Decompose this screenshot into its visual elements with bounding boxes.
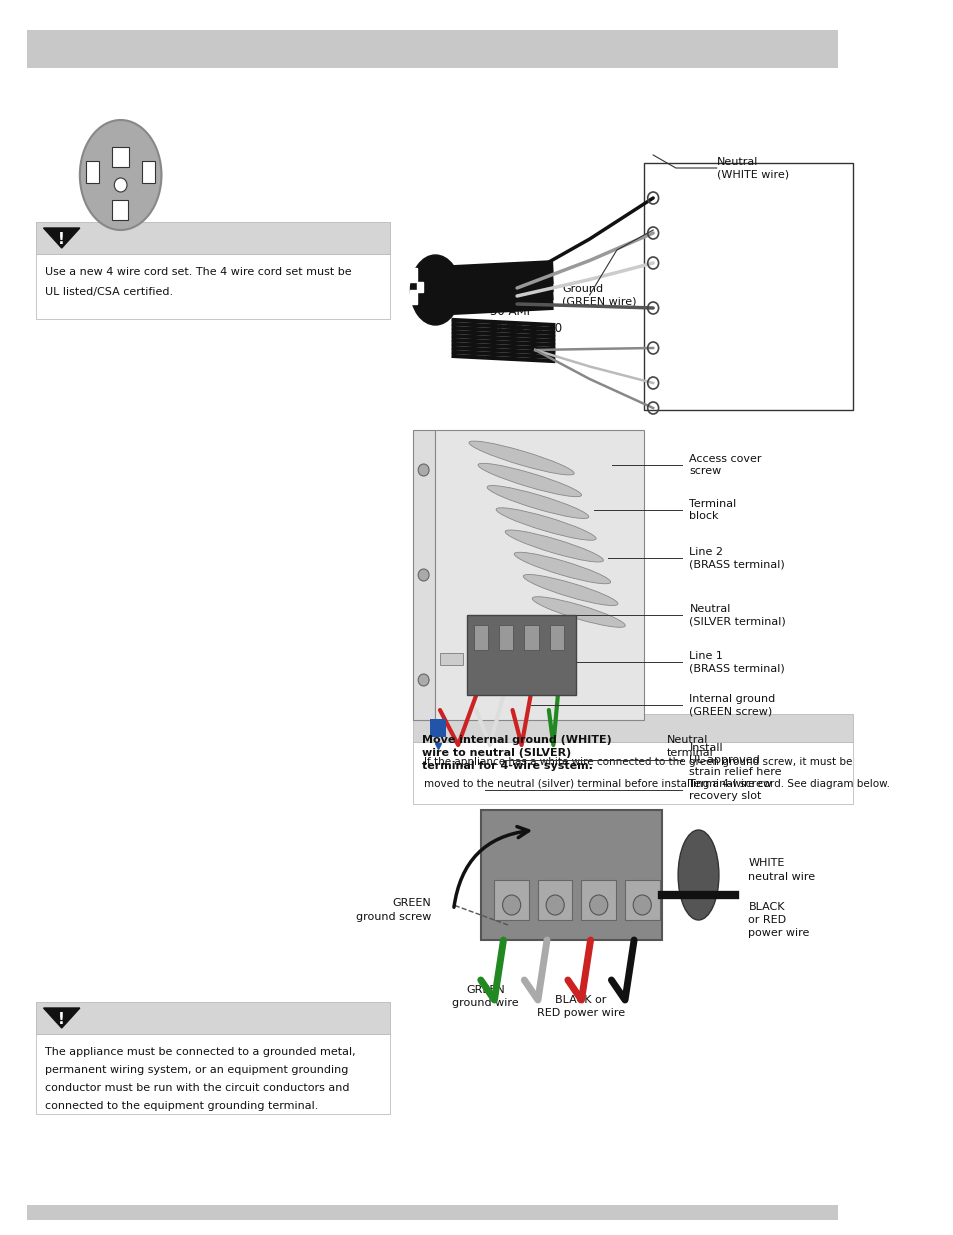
Bar bbox=[413, 742, 852, 804]
Text: moved to the neutral (silver) terminal before installing a 4-wire cord. See diag: moved to the neutral (silver) terminal b… bbox=[423, 779, 889, 789]
Text: Line 2
(BRASS terminal): Line 2 (BRASS terminal) bbox=[689, 547, 784, 569]
Text: 30 AMP
NEMA 14-30: 30 AMP NEMA 14-30 bbox=[489, 305, 561, 335]
Ellipse shape bbox=[522, 574, 618, 605]
Bar bbox=[467, 615, 576, 695]
Bar bbox=[36, 254, 390, 319]
Text: !: ! bbox=[58, 232, 65, 247]
Text: Move internal ground (WHITE)
wire to neutral (SILVER)
terminal for 4-wire system: Move internal ground (WHITE) wire to neu… bbox=[421, 735, 611, 772]
Text: Internal ground
(GREEN screw): Internal ground (GREEN screw) bbox=[689, 694, 775, 716]
Bar bbox=[112, 200, 128, 220]
Bar bbox=[624, 881, 659, 920]
Text: If the appliance has a white wire connected to the green ground screw, it must b: If the appliance has a white wire connec… bbox=[423, 757, 851, 767]
Circle shape bbox=[589, 895, 607, 915]
Text: Terminal
block: Terminal block bbox=[689, 499, 736, 521]
Ellipse shape bbox=[80, 120, 161, 230]
Text: Line 1
(BRASS terminal): Line 1 (BRASS terminal) bbox=[689, 651, 784, 673]
Bar bbox=[435, 430, 643, 720]
Text: !: ! bbox=[58, 1013, 65, 1028]
Bar bbox=[473, 625, 488, 650]
Circle shape bbox=[114, 178, 127, 191]
Ellipse shape bbox=[487, 485, 588, 519]
Bar bbox=[410, 290, 416, 304]
Circle shape bbox=[417, 674, 429, 685]
Text: UL listed/CSA certified.: UL listed/CSA certified. bbox=[46, 287, 173, 296]
Ellipse shape bbox=[532, 597, 624, 627]
Bar bbox=[413, 430, 435, 720]
Bar bbox=[36, 1002, 390, 1034]
Text: BLACK or
RED power wire: BLACK or RED power wire bbox=[536, 995, 624, 1018]
Bar bbox=[410, 268, 416, 282]
Ellipse shape bbox=[469, 441, 574, 475]
Polygon shape bbox=[44, 1008, 80, 1028]
Text: connected to the equipment grounding terminal.: connected to the equipment grounding ter… bbox=[46, 1100, 318, 1112]
Bar bbox=[413, 714, 852, 742]
Ellipse shape bbox=[477, 463, 581, 496]
Bar bbox=[416, 282, 422, 291]
Ellipse shape bbox=[410, 254, 460, 325]
FancyArrowPatch shape bbox=[454, 826, 528, 908]
Bar bbox=[28, 1205, 838, 1220]
Text: WHITE
neutral wire: WHITE neutral wire bbox=[747, 858, 815, 882]
Text: conductor must be run with the circuit conductors and: conductor must be run with the circuit c… bbox=[46, 1083, 350, 1093]
Text: GREEN
ground screw: GREEN ground screw bbox=[355, 898, 431, 921]
Ellipse shape bbox=[514, 552, 610, 584]
Text: Ground
(GREEN wire): Ground (GREEN wire) bbox=[562, 284, 637, 306]
Text: The appliance must be connected to a grounded metal,: The appliance must be connected to a gro… bbox=[46, 1047, 355, 1057]
Circle shape bbox=[633, 895, 651, 915]
Bar bbox=[86, 161, 99, 183]
Bar bbox=[430, 719, 446, 737]
Bar bbox=[581, 881, 616, 920]
Text: BLACK
or RED
power wire: BLACK or RED power wire bbox=[747, 902, 809, 939]
Bar bbox=[439, 653, 462, 664]
Text: Terminal screw
recovery slot: Terminal screw recovery slot bbox=[689, 779, 772, 802]
Bar bbox=[549, 625, 563, 650]
Text: Use a new 4 wire cord set. The 4 wire cord set must be: Use a new 4 wire cord set. The 4 wire co… bbox=[46, 267, 352, 277]
Text: Neutral
(SILVER terminal): Neutral (SILVER terminal) bbox=[689, 604, 785, 626]
Bar bbox=[494, 881, 528, 920]
Bar bbox=[498, 625, 513, 650]
Text: Neutral
terminal: Neutral terminal bbox=[666, 735, 713, 758]
Circle shape bbox=[417, 569, 429, 580]
Circle shape bbox=[502, 895, 520, 915]
Bar bbox=[142, 161, 155, 183]
Text: permanent wiring system, or an equipment grounding: permanent wiring system, or an equipment… bbox=[46, 1065, 349, 1074]
Bar bbox=[36, 222, 390, 254]
Text: Access cover
screw: Access cover screw bbox=[689, 453, 761, 477]
Bar bbox=[36, 1034, 390, 1114]
Text: GREEN
ground wire: GREEN ground wire bbox=[452, 986, 518, 1008]
Circle shape bbox=[417, 464, 429, 475]
Bar bbox=[643, 163, 852, 410]
Text: Neutral
(WHITE wire): Neutral (WHITE wire) bbox=[716, 157, 788, 179]
Ellipse shape bbox=[496, 508, 596, 540]
Polygon shape bbox=[44, 228, 80, 248]
Bar bbox=[28, 30, 838, 68]
Bar bbox=[537, 881, 572, 920]
Bar bbox=[112, 147, 129, 167]
Bar bbox=[480, 810, 661, 940]
Bar bbox=[524, 625, 538, 650]
Text: Install
UL-approved
strain relief here: Install UL-approved strain relief here bbox=[689, 742, 781, 777]
Ellipse shape bbox=[678, 830, 719, 920]
Ellipse shape bbox=[505, 530, 602, 562]
Circle shape bbox=[545, 895, 563, 915]
